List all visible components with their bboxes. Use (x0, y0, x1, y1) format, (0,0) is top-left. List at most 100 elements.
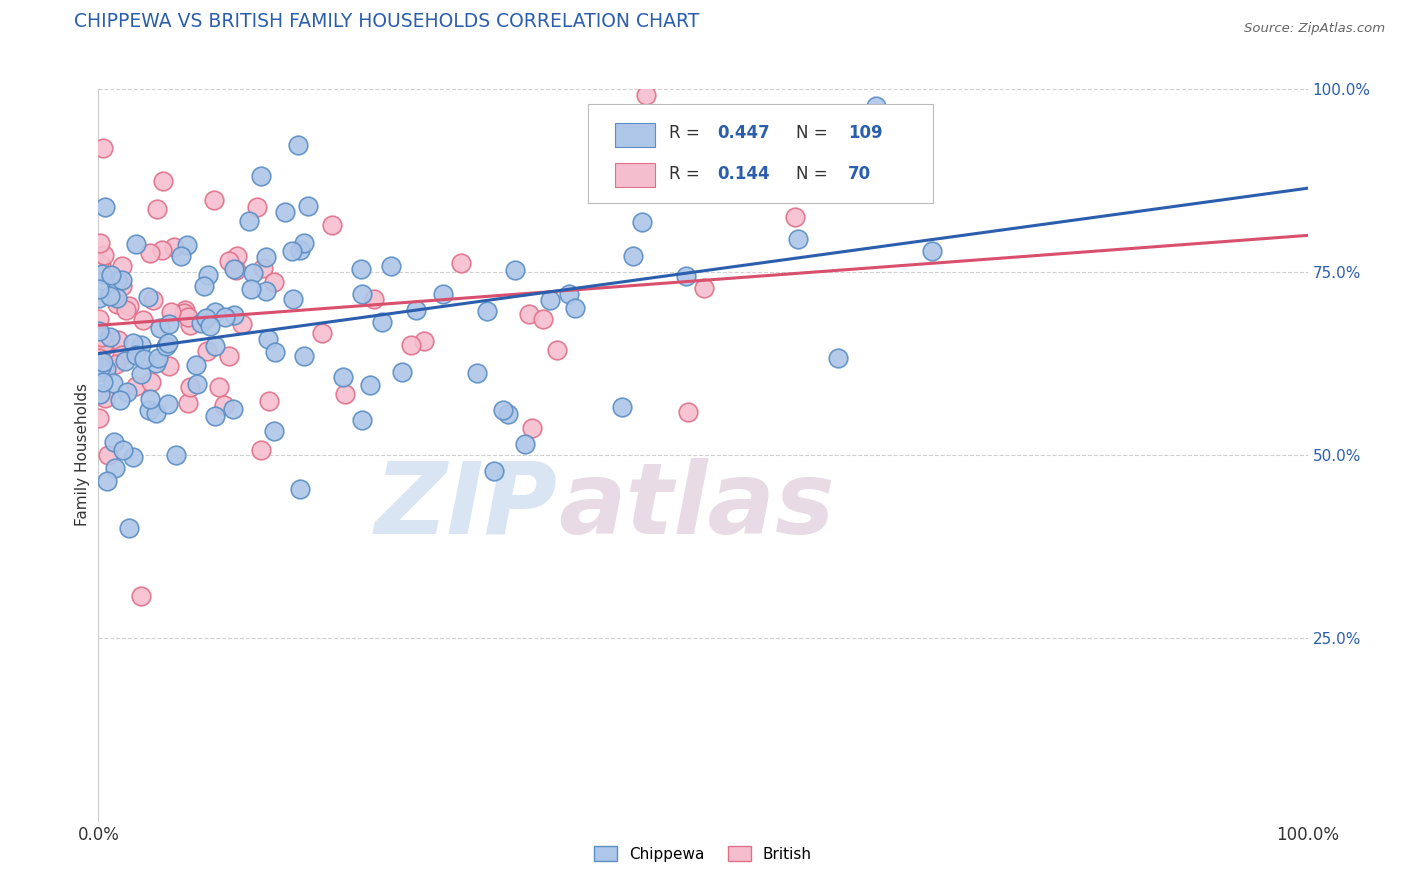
Point (198, 318, 221, 333)
Point (240, 282, 263, 296)
Text: 0.447: 0.447 (717, 124, 770, 142)
Text: R =: R = (669, 124, 706, 142)
Point (675, 269, 697, 284)
Point (630, 215, 652, 229)
Point (193, 278, 215, 293)
Point (177, 396, 200, 410)
Point (173, 303, 195, 318)
Bar (614, 163, 655, 187)
Point (531, 312, 554, 326)
Point (352, 286, 374, 301)
Point (105, 292, 128, 306)
Point (98, 288, 121, 302)
Point (222, 402, 245, 417)
Text: Source: ZipAtlas.com: Source: ZipAtlas.com (1244, 22, 1385, 36)
Legend: Chippewa, British: Chippewa, British (588, 839, 818, 868)
Point (105, 274, 128, 288)
Point (186, 377, 208, 392)
Point (159, 359, 181, 373)
Point (391, 365, 413, 379)
Point (252, 261, 274, 276)
Point (513, 437, 536, 451)
Text: ZIP: ZIP (375, 458, 558, 555)
Point (139, 246, 162, 260)
Point (475, 304, 498, 318)
Point (256, 285, 278, 299)
Point (224, 262, 246, 277)
Point (865, 99, 887, 113)
Point (129, 367, 152, 381)
Point (214, 310, 236, 324)
Text: CHIPPEWA VS BRITISH FAMILY HOUSEHOLDS CORRELATION CHART: CHIPPEWA VS BRITISH FAMILY HOUSEHOLDS CO… (75, 12, 700, 30)
Point (146, 202, 169, 217)
Point (218, 253, 240, 268)
Point (450, 256, 472, 270)
Point (281, 244, 304, 259)
Point (118, 521, 141, 535)
Text: R =: R = (669, 165, 706, 183)
Point (132, 313, 155, 327)
Point (176, 310, 198, 325)
Point (94, 391, 117, 405)
Y-axis label: Family Households: Family Households (75, 384, 90, 526)
Point (202, 193, 225, 207)
Point (263, 345, 285, 359)
Point (125, 236, 148, 251)
Point (115, 385, 138, 400)
Point (114, 354, 136, 368)
Point (496, 408, 519, 422)
Point (176, 237, 198, 252)
Point (103, 434, 125, 449)
Text: 109: 109 (848, 124, 883, 142)
Point (546, 343, 568, 357)
Point (676, 405, 699, 419)
Point (432, 287, 454, 301)
Point (263, 275, 285, 289)
FancyBboxPatch shape (588, 103, 932, 202)
Point (87, 351, 110, 366)
Text: N =: N = (796, 165, 832, 183)
Point (238, 214, 260, 228)
Point (139, 375, 162, 389)
Point (91, 375, 114, 389)
Point (96, 474, 118, 488)
Point (157, 335, 180, 350)
Point (93, 200, 115, 214)
Point (100, 268, 122, 282)
Point (91, 330, 114, 344)
Point (281, 293, 304, 307)
Point (115, 303, 138, 318)
Point (204, 339, 226, 353)
Point (225, 262, 247, 277)
Point (149, 321, 172, 335)
Point (136, 290, 159, 304)
Point (186, 358, 208, 372)
Point (110, 278, 132, 293)
Point (173, 306, 195, 320)
Point (517, 307, 540, 321)
Point (783, 211, 806, 225)
Point (170, 249, 193, 263)
Point (122, 335, 145, 350)
Point (138, 403, 160, 417)
Point (208, 379, 231, 393)
Point (108, 392, 131, 407)
Point (104, 461, 127, 475)
Point (87, 264, 110, 278)
Point (254, 250, 277, 264)
Point (87, 255, 110, 269)
Point (225, 249, 247, 263)
Text: 0.144: 0.144 (717, 165, 770, 183)
Point (87, 325, 110, 339)
Point (111, 273, 134, 287)
Point (263, 425, 285, 439)
Point (89, 387, 111, 401)
Point (125, 379, 148, 393)
Point (89, 410, 111, 425)
Point (104, 358, 127, 372)
Point (142, 293, 165, 307)
Point (827, 351, 849, 365)
Point (204, 305, 226, 319)
Point (107, 334, 129, 348)
Point (87, 365, 110, 379)
